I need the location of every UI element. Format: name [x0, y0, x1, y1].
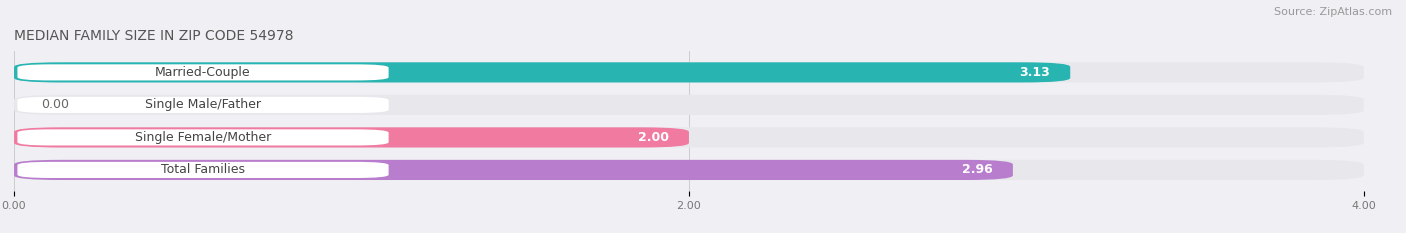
FancyBboxPatch shape — [17, 64, 388, 80]
FancyBboxPatch shape — [14, 160, 1012, 180]
FancyBboxPatch shape — [14, 95, 1364, 115]
Text: MEDIAN FAMILY SIZE IN ZIP CODE 54978: MEDIAN FAMILY SIZE IN ZIP CODE 54978 — [14, 29, 294, 43]
FancyBboxPatch shape — [17, 162, 388, 178]
Text: Married-Couple: Married-Couple — [155, 66, 250, 79]
Text: 0.00: 0.00 — [41, 98, 69, 111]
FancyBboxPatch shape — [14, 160, 1364, 180]
Text: Source: ZipAtlas.com: Source: ZipAtlas.com — [1274, 7, 1392, 17]
FancyBboxPatch shape — [14, 62, 1070, 82]
Text: Single Female/Mother: Single Female/Mother — [135, 131, 271, 144]
Text: 3.13: 3.13 — [1019, 66, 1050, 79]
Text: 2.00: 2.00 — [638, 131, 669, 144]
FancyBboxPatch shape — [14, 127, 689, 147]
Text: Total Families: Total Families — [162, 163, 245, 176]
FancyBboxPatch shape — [17, 97, 388, 113]
FancyBboxPatch shape — [14, 62, 1364, 82]
FancyBboxPatch shape — [14, 127, 1364, 147]
Text: 2.96: 2.96 — [962, 163, 993, 176]
FancyBboxPatch shape — [17, 129, 388, 145]
Text: Single Male/Father: Single Male/Father — [145, 98, 262, 111]
